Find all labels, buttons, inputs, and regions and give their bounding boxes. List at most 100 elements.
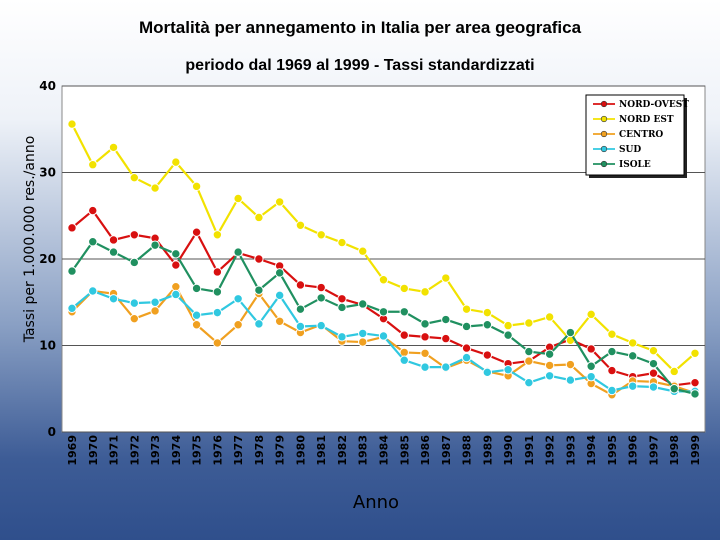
data-point bbox=[337, 237, 347, 248]
data-point bbox=[316, 282, 326, 293]
data-point bbox=[586, 361, 596, 371]
data-point bbox=[295, 280, 306, 290]
data-point bbox=[108, 142, 119, 153]
legend-label: NORD-OVEST bbox=[619, 100, 689, 110]
y-axis-label: Tassi per 1.000.000 res./anno bbox=[22, 136, 38, 344]
x-tick-label: 1992 bbox=[544, 435, 557, 466]
data-point bbox=[690, 389, 700, 399]
data-point bbox=[274, 316, 285, 326]
chart-title: Mortalità per annegamento in Italia per … bbox=[139, 18, 582, 37]
data-point bbox=[233, 294, 243, 304]
legend-marker bbox=[600, 100, 608, 108]
data-point bbox=[669, 366, 679, 377]
legend: NORD-OVEST NORD EST CENTRO SUD ISOLE bbox=[585, 94, 689, 178]
data-point bbox=[399, 307, 409, 317]
x-tick-label: 1972 bbox=[128, 435, 141, 466]
legend-label: NORD EST bbox=[619, 115, 674, 125]
y-tick-label: 10 bbox=[39, 339, 56, 353]
data-point bbox=[129, 313, 140, 324]
data-point bbox=[544, 349, 555, 359]
data-point bbox=[129, 172, 140, 183]
data-point bbox=[628, 351, 638, 361]
data-point bbox=[586, 344, 596, 354]
data-point bbox=[420, 319, 430, 329]
data-point bbox=[524, 356, 534, 366]
x-tick-label: 1976 bbox=[211, 435, 224, 466]
data-point bbox=[420, 348, 430, 358]
x-tick-label: 1981 bbox=[315, 435, 328, 466]
data-point bbox=[88, 286, 98, 296]
x-tick-label: 1989 bbox=[481, 435, 494, 466]
data-point bbox=[524, 377, 534, 388]
data-point bbox=[67, 266, 77, 276]
x-tick-label: 1980 bbox=[294, 435, 307, 466]
data-point bbox=[337, 332, 347, 342]
y-tick-label: 20 bbox=[39, 252, 56, 266]
data-point bbox=[171, 260, 181, 270]
data-point bbox=[586, 371, 596, 382]
data-point bbox=[88, 205, 98, 216]
series-sud bbox=[67, 286, 700, 397]
data-point bbox=[690, 377, 700, 388]
x-tick-label: 1975 bbox=[191, 435, 204, 466]
data-point bbox=[337, 294, 347, 304]
data-point bbox=[586, 309, 596, 320]
data-point bbox=[274, 197, 285, 207]
data-point bbox=[565, 327, 576, 338]
x-tick-label: 1998 bbox=[668, 435, 681, 466]
data-point bbox=[274, 268, 285, 278]
series-nord-est bbox=[67, 119, 700, 377]
legend-label: CENTRO bbox=[619, 130, 663, 140]
x-tick-label: 1996 bbox=[627, 435, 640, 466]
data-point bbox=[648, 382, 659, 392]
data-point bbox=[171, 157, 181, 167]
data-point bbox=[607, 385, 617, 396]
data-point bbox=[316, 320, 326, 331]
data-point bbox=[67, 303, 77, 314]
data-point bbox=[482, 320, 493, 330]
legend-item: ISOLE bbox=[593, 160, 651, 170]
data-point bbox=[503, 320, 513, 331]
series-group bbox=[67, 119, 700, 400]
legend-item: SUD bbox=[593, 145, 641, 155]
legend-item: CENTRO bbox=[593, 130, 663, 140]
x-tick-label: 1979 bbox=[274, 435, 287, 466]
data-point bbox=[108, 294, 119, 304]
series-isole bbox=[67, 237, 700, 399]
data-point bbox=[565, 359, 576, 370]
data-point bbox=[191, 181, 202, 192]
data-point bbox=[399, 355, 409, 365]
data-point bbox=[544, 360, 555, 371]
data-point bbox=[441, 362, 451, 372]
x-tick-label: 1970 bbox=[87, 435, 100, 466]
data-point bbox=[378, 275, 389, 285]
data-point bbox=[129, 257, 140, 268]
data-point bbox=[150, 306, 160, 316]
x-tick-label: 1986 bbox=[419, 435, 432, 466]
data-point bbox=[461, 304, 472, 314]
data-point bbox=[108, 235, 119, 245]
data-point bbox=[544, 312, 555, 322]
data-point bbox=[607, 365, 617, 376]
data-point bbox=[191, 283, 202, 294]
data-point bbox=[648, 358, 659, 369]
x-tick-label: 1995 bbox=[606, 435, 619, 466]
grid-lines bbox=[62, 85, 705, 433]
x-axis-ticks: 1969 1970 1971 1972 1973 1974 1975 1976 1977 1978… bbox=[66, 435, 702, 466]
data-point bbox=[171, 281, 181, 292]
x-tick-label: 1984 bbox=[378, 435, 391, 466]
data-point bbox=[295, 304, 306, 314]
x-tick-label: 1971 bbox=[108, 435, 121, 466]
x-tick-label: 1973 bbox=[149, 435, 162, 466]
x-tick-label: 1978 bbox=[253, 435, 266, 466]
data-point bbox=[67, 119, 77, 129]
data-point bbox=[420, 287, 430, 297]
data-point bbox=[482, 307, 493, 318]
data-point bbox=[607, 329, 617, 339]
data-point bbox=[524, 346, 534, 357]
legend-marker bbox=[600, 145, 608, 153]
data-point bbox=[295, 321, 306, 332]
x-tick-label: 1991 bbox=[523, 435, 536, 466]
x-tick-label: 1987 bbox=[440, 435, 453, 466]
legend-item: NORD-OVEST bbox=[593, 100, 689, 110]
